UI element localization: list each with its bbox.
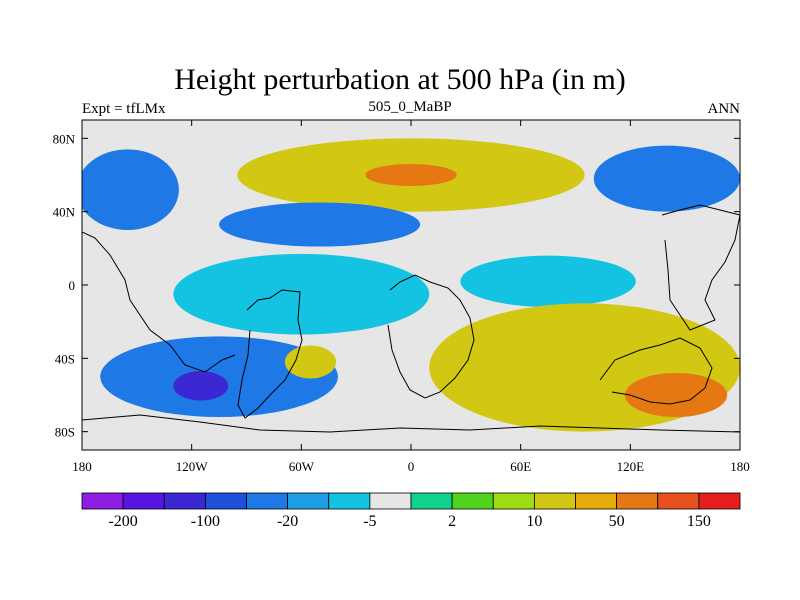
colorbar-swatch [533, 492, 576, 510]
contour-southern-min [173, 371, 229, 401]
chart-title: Height perturbation at 500 hPa (in m) [174, 63, 626, 96]
x-tick-label: 120W [176, 459, 209, 474]
contour-map [82, 120, 740, 450]
colorbar-label: -200 [108, 513, 137, 530]
x-tick-label: 0 [408, 459, 415, 474]
colorbar-label: -5 [363, 513, 376, 530]
contour-tropical-negative [173, 253, 430, 335]
contour-siberia-negative [593, 145, 740, 212]
colorbar-swatch [616, 492, 659, 510]
antarctica-outline [82, 414, 740, 433]
x-tick-label: 180 [72, 459, 92, 474]
colorbar-swatch [163, 492, 206, 510]
y-tick-label: 80N [53, 131, 76, 146]
case-label: 505_0_MaBP [368, 99, 452, 115]
south-america-outline [237, 289, 303, 419]
y-tick-label: 40S [55, 351, 75, 366]
asia-outline [661, 204, 740, 331]
y-tick-label: 0 [69, 278, 76, 293]
colorbar-label: 10 [526, 513, 542, 530]
colorbar: -200 -100 -20 -5 2 10 50 150 [81, 492, 741, 530]
colorbar-swatch [657, 492, 700, 510]
x-tick-label: 60W [289, 459, 315, 474]
colorbar-swatch [575, 492, 618, 510]
y-tick-label: 40N [53, 205, 76, 220]
colorbar-swatch [451, 492, 494, 510]
contour-arctic-negative [82, 149, 179, 230]
colorbar-swatch [81, 492, 124, 510]
colorbar-swatch [287, 492, 330, 510]
colorbar-label: 150 [687, 513, 711, 530]
colorbar-swatch [492, 492, 535, 510]
x-tick-label: 180 [730, 459, 750, 474]
colorbar-label: -20 [277, 513, 298, 530]
contour-midlat-negative [219, 202, 421, 247]
contour-south-atlantic-positive [284, 345, 337, 379]
colorbar-label: -100 [191, 513, 220, 530]
x-tick-label: 60E [510, 459, 531, 474]
colorbar-swatch [698, 492, 741, 510]
colorbar-swatch [328, 492, 371, 510]
y-axis: 80N 40N 0 40S 80S [53, 131, 740, 440]
colorbar-label: 2 [448, 513, 456, 530]
contour-indian-ocean-negative [460, 255, 636, 307]
australia-outline [599, 337, 713, 405]
x-axis: 180 120W 60W 0 60E 120E 180 [72, 120, 750, 474]
contour-south-indian-max [624, 373, 728, 417]
colorbar-swatch [246, 492, 289, 510]
north-america-outline [82, 231, 236, 373]
colorbar-swatch [369, 492, 412, 510]
y-tick-label: 80S [55, 425, 75, 440]
colorbar-swatch [410, 492, 453, 510]
contour-north-atlantic-max [365, 164, 457, 186]
experiment-label: Expt = tfLMx [82, 101, 166, 117]
x-tick-label: 120E [617, 459, 645, 474]
season-label: ANN [707, 101, 741, 117]
africa-outline [387, 274, 475, 399]
colorbar-swatch [122, 492, 165, 510]
colorbar-swatch [204, 492, 247, 510]
colorbar-label: 50 [609, 513, 625, 530]
